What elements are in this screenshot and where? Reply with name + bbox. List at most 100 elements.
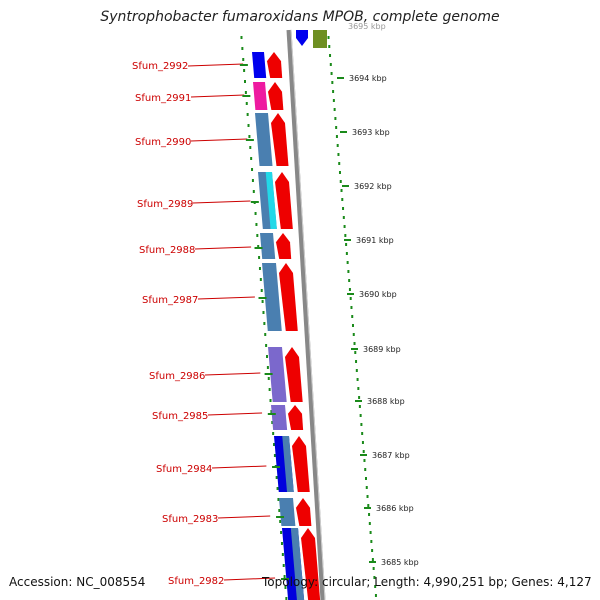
leader-line <box>211 465 267 469</box>
gene-block <box>268 347 287 402</box>
gene-arrow <box>288 405 304 430</box>
left-dot <box>275 476 278 479</box>
topology-label: Topology: circular; Length: 4,990,251 bp… <box>262 575 592 589</box>
gene-arrow <box>275 172 293 229</box>
gene-block-inner <box>290 528 305 600</box>
kbp-label: 3686 kbp <box>376 504 414 513</box>
left-dot <box>276 487 279 490</box>
map-title: Syntrophobacter fumaroxidans MPOB, compl… <box>100 9 500 25</box>
right-dot <box>338 162 341 165</box>
right-dot <box>335 126 338 129</box>
gene-label: Sfum_2990 <box>135 137 191 148</box>
leader-line <box>207 412 263 416</box>
left-dot <box>249 146 252 149</box>
left-dot <box>250 157 253 160</box>
gene-arrow <box>285 347 303 402</box>
top-kbp-label: 3695 kbp <box>348 22 386 31</box>
left-dot <box>251 179 254 182</box>
right-dot <box>361 441 364 444</box>
gene-label: Sfum_2988 <box>139 245 195 256</box>
left-dot <box>282 564 285 567</box>
right-dot <box>363 459 366 462</box>
kbp-label: 3690 kbp <box>359 290 397 299</box>
accession-label: Accession: NC_008554 <box>9 575 146 589</box>
left-dot <box>266 366 269 369</box>
right-dot <box>337 153 340 156</box>
right-dot <box>339 180 342 183</box>
top-gene-olive <box>313 30 327 48</box>
kbp-label: 3692 kbp <box>354 182 392 191</box>
right-dot <box>368 513 371 516</box>
right-dot <box>365 486 368 489</box>
leader-line <box>190 138 248 142</box>
gene-block-inner <box>282 436 294 492</box>
kbp-label: 3691 kbp <box>356 236 394 245</box>
right-dot <box>361 432 364 435</box>
gene-label: Sfum_2984 <box>156 464 212 475</box>
left-dot <box>245 102 248 105</box>
gene-block <box>271 405 288 430</box>
right-dot <box>374 585 377 588</box>
left-dot <box>278 509 281 512</box>
gene-label: Sfum_2985 <box>152 411 208 422</box>
left-dot <box>255 223 258 226</box>
right-dot <box>351 324 354 327</box>
left-dot <box>284 586 287 589</box>
gene-block <box>260 233 276 259</box>
right-dot <box>370 540 373 543</box>
gene-block <box>253 82 268 110</box>
kbp-label: 3694 kbp <box>349 74 387 83</box>
right-dot <box>335 135 338 138</box>
gene-label: Sfum_2992 <box>132 61 188 72</box>
left-dot <box>267 377 270 380</box>
left-dot <box>252 190 255 193</box>
gene-label: Sfum_2987 <box>142 295 198 306</box>
leader-line <box>187 63 244 67</box>
left-dot <box>256 234 259 237</box>
right-dot <box>352 333 355 336</box>
right-dot <box>347 270 350 273</box>
right-dot <box>353 342 356 345</box>
left-dot <box>247 124 250 127</box>
right-dot <box>373 576 376 579</box>
right-dot <box>358 396 361 399</box>
gene-arrow <box>301 528 321 600</box>
gene-block-inner <box>265 172 277 229</box>
gene-arrow <box>292 436 310 492</box>
left-dot <box>281 553 284 556</box>
left-dot <box>259 278 262 281</box>
left-dot <box>273 443 276 446</box>
right-dot <box>343 225 346 228</box>
left-dot <box>241 47 244 50</box>
leader-line <box>190 94 245 98</box>
right-dot <box>342 207 345 210</box>
right-dot <box>344 234 347 237</box>
leader-line <box>217 515 271 519</box>
left-dot <box>283 575 286 578</box>
left-dot <box>271 421 274 424</box>
right-dot <box>356 378 359 381</box>
left-dot <box>251 168 254 171</box>
right-dot <box>355 369 358 372</box>
top-gene-blue-head <box>296 38 308 46</box>
kbp-label: 3693 kbp <box>352 128 390 137</box>
backbone-line <box>286 29 326 600</box>
left-dot <box>279 520 282 523</box>
backbone-highlight <box>290 29 326 600</box>
right-dot <box>371 549 374 552</box>
right-dot <box>371 558 374 561</box>
left-dot <box>246 113 249 116</box>
right-dot <box>333 108 336 111</box>
right-dot <box>341 198 344 201</box>
left-dot <box>261 300 264 303</box>
right-dot <box>345 252 348 255</box>
left-dot <box>258 267 261 270</box>
right-dot <box>348 279 351 282</box>
right-dot <box>334 117 337 120</box>
left-dot <box>240 36 243 39</box>
right-dot <box>369 531 372 534</box>
right-dot <box>359 414 362 417</box>
left-dot <box>244 80 246 83</box>
gene-label: Sfum_2989 <box>137 199 193 210</box>
left-dot <box>254 212 257 215</box>
